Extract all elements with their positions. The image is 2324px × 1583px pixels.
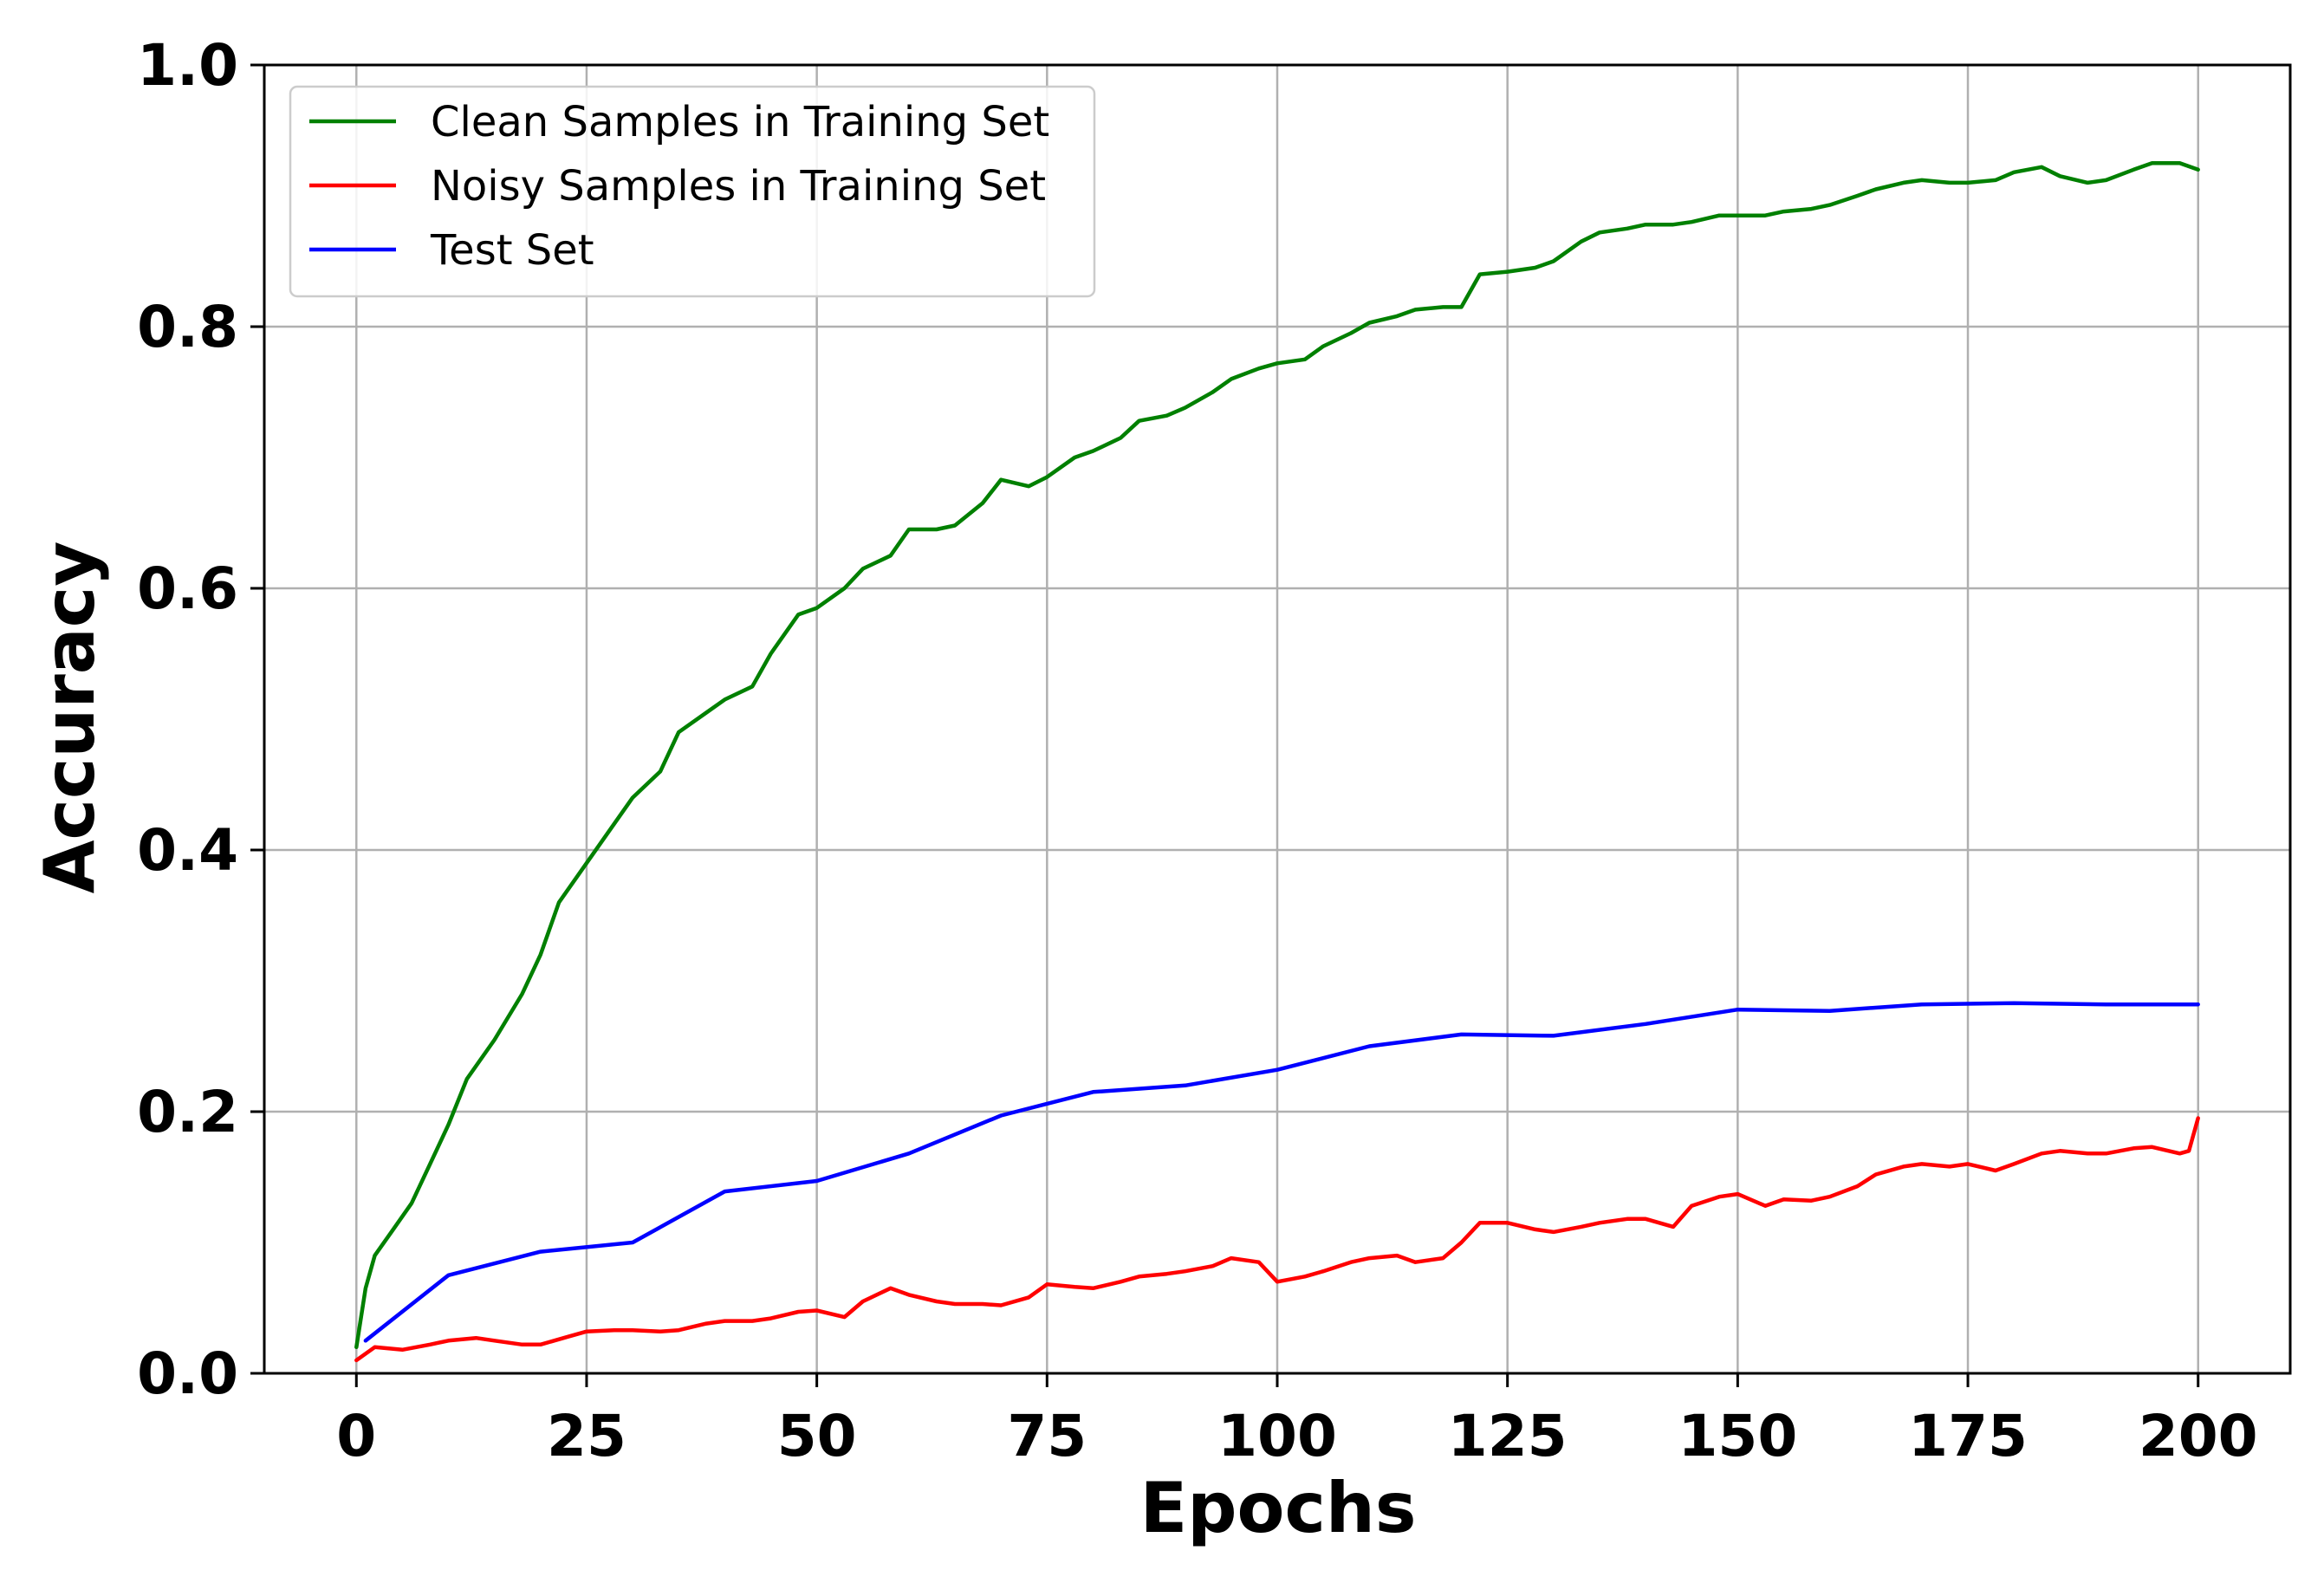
series-line-1 — [354, 161, 2200, 1350]
y-tick-label: 1.0 — [137, 32, 238, 99]
y-tick-label: 0.0 — [137, 1340, 238, 1407]
x-tick-label: 125 — [1448, 1403, 1568, 1469]
x-tick-label: 100 — [1217, 1403, 1337, 1469]
y-tick-labels: 0.0 0.2 0.4 0.6 0.8 1.0 — [137, 32, 238, 1407]
legend-label: Noisy Samples in Training Set — [431, 162, 1046, 211]
x-tick-label: 200 — [2139, 1403, 2258, 1469]
legend: Clean Samples in Training Set Noisy Sampl… — [289, 85, 1096, 298]
legend-label: Test Set — [430, 226, 594, 275]
series-line-3 — [363, 1001, 2200, 1343]
x-tick-label: 25 — [547, 1403, 626, 1469]
x-tick-label: 175 — [1908, 1403, 2028, 1469]
x-tick-label: 75 — [1007, 1403, 1087, 1469]
x-tick-labels: 0 25 50 75 100 125 150 175 200 — [336, 1403, 2257, 1469]
legend-box — [289, 85, 1096, 298]
x-tick-label: 0 — [336, 1403, 376, 1469]
legend-label: Clean Samples in Training Set — [431, 98, 1049, 146]
y-tick-label: 0.4 — [137, 817, 238, 884]
series-line-2 — [354, 1116, 2200, 1363]
series-lines — [354, 161, 2200, 1363]
y-axis-title: Accuracy — [29, 542, 110, 894]
x-tick-label: 150 — [1678, 1403, 1797, 1469]
y-tick-label: 0.6 — [137, 555, 238, 622]
axis-ticks — [250, 63, 2200, 1387]
y-tick-label: 0.2 — [137, 1079, 238, 1145]
x-axis-title: Epochs — [1140, 1468, 1417, 1548]
x-tick-label: 50 — [777, 1403, 857, 1469]
y-tick-label: 0.8 — [137, 294, 238, 360]
grid-lines — [264, 63, 2290, 1375]
